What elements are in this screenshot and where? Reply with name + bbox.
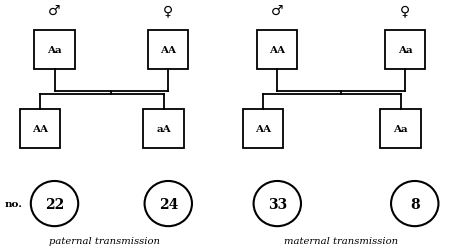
Bar: [380, 109, 420, 148]
Ellipse shape: [391, 181, 438, 226]
Text: 33: 33: [268, 197, 287, 211]
Text: ♂: ♂: [271, 4, 283, 18]
Text: AA: AA: [32, 124, 48, 133]
Text: no.: no.: [5, 199, 23, 208]
Text: AA: AA: [255, 124, 271, 133]
Bar: [385, 30, 425, 69]
Text: Aa: Aa: [393, 124, 408, 133]
Text: Aa: Aa: [398, 46, 412, 54]
Text: ♀: ♀: [400, 4, 410, 18]
Text: Aa: Aa: [47, 46, 62, 54]
Ellipse shape: [145, 181, 192, 226]
Text: ♂: ♂: [48, 4, 61, 18]
Ellipse shape: [31, 181, 78, 226]
Text: 22: 22: [45, 197, 64, 211]
Text: aA: aA: [156, 124, 171, 133]
Text: 24: 24: [159, 197, 178, 211]
Bar: [143, 109, 184, 148]
Text: maternal transmission: maternal transmission: [284, 236, 398, 245]
Text: AA: AA: [269, 46, 285, 54]
Text: paternal transmission: paternal transmission: [49, 236, 160, 245]
Text: AA: AA: [160, 46, 176, 54]
Bar: [148, 30, 189, 69]
Bar: [20, 109, 61, 148]
Bar: [257, 30, 297, 69]
Bar: [34, 30, 75, 69]
Text: 8: 8: [410, 197, 419, 211]
Bar: [243, 109, 283, 148]
Ellipse shape: [254, 181, 301, 226]
Text: ♀: ♀: [163, 4, 173, 18]
